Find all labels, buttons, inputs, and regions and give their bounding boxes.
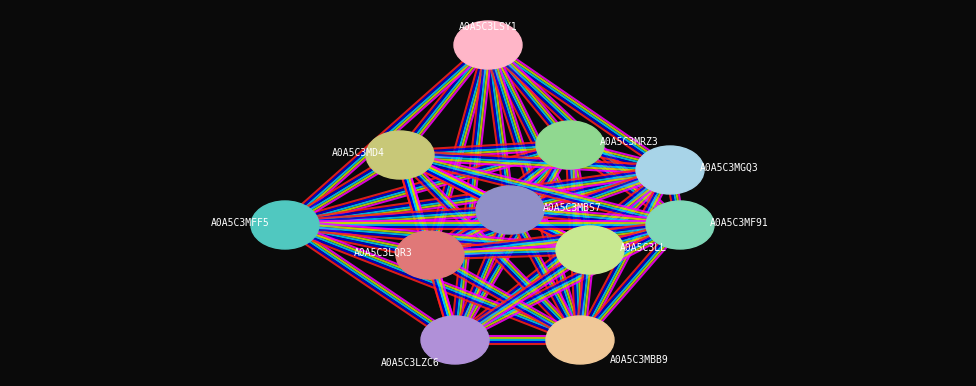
Ellipse shape [646,201,714,249]
Text: A0A5C3MFF5: A0A5C3MFF5 [211,218,270,228]
Ellipse shape [556,226,624,274]
Text: A0A5C3MBS7: A0A5C3MBS7 [543,203,602,213]
Text: A0A5C3MBB9: A0A5C3MBB9 [610,355,669,365]
Text: A0A5C3MGQ3: A0A5C3MGQ3 [700,163,758,173]
Text: A0A5C3MD4: A0A5C3MD4 [332,148,385,158]
Ellipse shape [366,131,434,179]
Ellipse shape [396,231,464,279]
Text: A0A5C3LQR3: A0A5C3LQR3 [354,248,413,258]
Text: A0A5C3LL: A0A5C3LL [620,243,667,253]
Ellipse shape [546,316,614,364]
Text: A0A5C3LZC6: A0A5C3LZC6 [382,358,440,368]
Text: A0A5C3MRZ3: A0A5C3MRZ3 [600,137,659,147]
Text: A0A5C3LSY1: A0A5C3LSY1 [459,22,517,32]
Ellipse shape [454,21,522,69]
Text: A0A5C3MF91: A0A5C3MF91 [710,218,769,228]
Ellipse shape [476,186,544,234]
Ellipse shape [536,121,604,169]
Ellipse shape [251,201,319,249]
Ellipse shape [421,316,489,364]
Ellipse shape [636,146,704,194]
